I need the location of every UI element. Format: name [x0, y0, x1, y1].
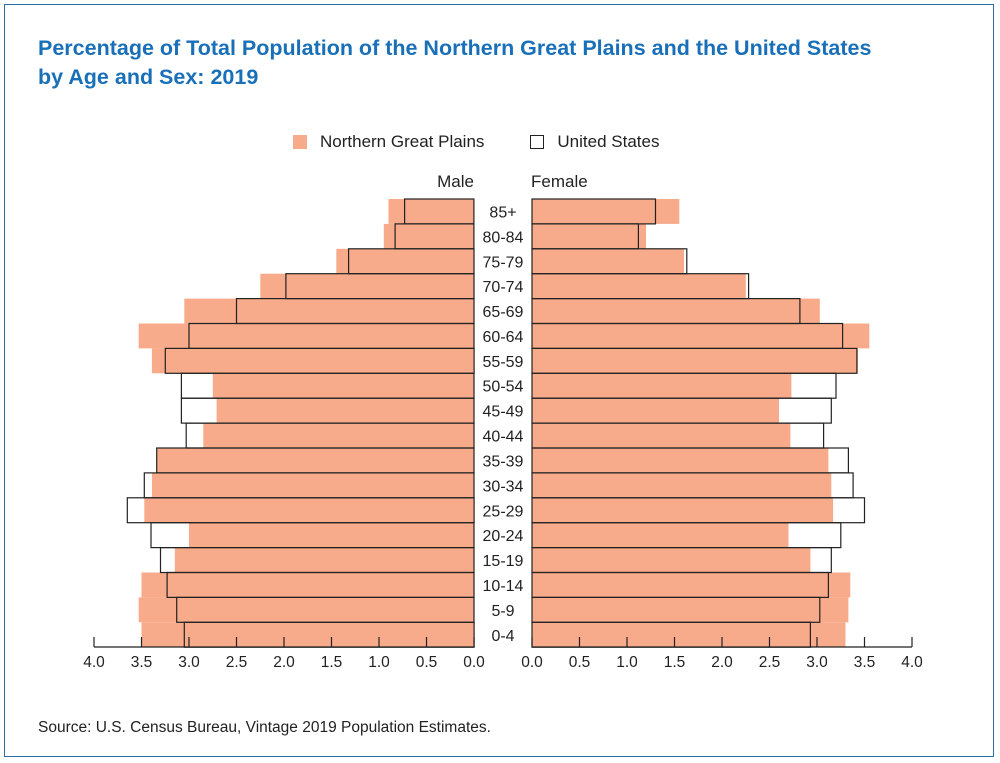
ngp-bar-female-35-39: [532, 448, 829, 473]
male-tick-label: 1.0: [368, 654, 390, 671]
age-group-label: 40-44: [483, 429, 524, 446]
age-group-label: 70-74: [483, 279, 524, 296]
male-tick-label: 1.5: [321, 654, 343, 671]
ngp-bar-female-40-44: [532, 423, 791, 448]
ngp-bar-male-30-34: [151, 472, 474, 498]
female-tick-label: 1.5: [664, 654, 686, 671]
male-tick-label: 0.0: [463, 654, 485, 671]
male-tick-label: 0.5: [416, 654, 438, 671]
us-bar-male-85+: [404, 198, 475, 225]
ngp-bar-female-0-4: [532, 622, 846, 648]
legend-label-us: United States: [557, 132, 660, 151]
ngp-bar-male-45-49: [216, 398, 474, 424]
female-label: Female: [531, 172, 588, 191]
ngp-bar-male-50-54: [212, 373, 475, 399]
age-group-label: 25-29: [483, 503, 524, 520]
female-tick-label: 3.5: [854, 654, 876, 671]
ngp-bar-male-65-69: [184, 298, 475, 324]
legend-label-ngp: Northern Great Plains: [320, 132, 485, 151]
age-group-label: 85+: [489, 204, 516, 221]
female-tick-label: 4.0: [901, 654, 923, 671]
male-tick-label: 2.5: [226, 654, 248, 671]
ngp-bar-female-65-69: [532, 298, 820, 324]
age-group-label: 65-69: [483, 304, 524, 321]
age-group-label: 50-54: [483, 379, 524, 396]
ngp-bar-female-15-19: [532, 547, 811, 573]
ngp-bar-male-75-79: [336, 248, 475, 274]
ngp-bar-female-80-84: [532, 223, 646, 249]
ngp-bar-male-0-4: [141, 622, 474, 648]
age-group-label: 5-9: [491, 603, 514, 620]
ngp-bar-male-60-64: [138, 323, 474, 349]
ngp-bar-male-15-19: [174, 547, 475, 573]
female-tick-label: 3.0: [806, 654, 828, 671]
male-tick-label: 4.0: [83, 654, 105, 671]
age-group-label: 55-59: [483, 354, 524, 371]
ngp-bar-female-50-54: [532, 373, 792, 399]
chart-title: Percentage of Total Population of the No…: [38, 36, 872, 89]
age-group-label: 30-34: [483, 478, 524, 495]
legend-item-ngp: Northern Great Plains: [293, 132, 484, 152]
female-tick-label: 2.0: [711, 654, 733, 671]
age-group-label: 60-64: [483, 329, 524, 346]
female-tick-label: 0.0: [521, 654, 543, 671]
legend-swatch-us: [530, 135, 545, 149]
ngp-bar-male-5-9: [138, 597, 474, 623]
ngp-bar-male-20-24: [189, 522, 474, 548]
us-bar-female-85+: [531, 198, 657, 225]
ngp-bar-male-70-74: [260, 273, 475, 299]
female-tick-label: 1.0: [616, 654, 638, 671]
ngp-bar-female-45-49: [532, 398, 779, 424]
ngp-bar-female-20-24: [532, 522, 789, 548]
age-group-label: 20-24: [483, 528, 524, 545]
female-tick-label: 2.5: [759, 654, 781, 671]
age-group-label: 0-4: [491, 628, 514, 645]
ngp-bar-male-10-14: [141, 572, 474, 598]
age-group-label: 35-39: [483, 453, 524, 470]
ngp-bar-female-25-29: [532, 497, 834, 523]
ngp-bar-female-85+: [532, 199, 680, 224]
male-tick-label: 3.0: [178, 654, 200, 671]
male-tick-label: 2.0: [273, 654, 295, 671]
legend: Northern Great Plains United States: [293, 131, 659, 153]
age-group-label: 15-19: [483, 553, 524, 570]
ngp-bar-male-80-84: [383, 223, 475, 249]
ngp-bar-male-35-39: [156, 448, 474, 473]
female-tick-label: 0.5: [569, 654, 591, 671]
ngp-bar-female-70-74: [532, 273, 746, 299]
age-group-label: 80-84: [483, 229, 524, 246]
ngp-bar-female-55-59: [532, 348, 858, 374]
ngp-bar-female-60-64: [532, 323, 870, 349]
legend-item-us: United States: [530, 132, 659, 152]
ngp-bar-male-40-44: [203, 423, 475, 448]
ngp-bar-male-55-59: [151, 348, 474, 374]
ngp-bar-female-75-79: [532, 248, 684, 274]
ngp-bar-female-5-9: [532, 597, 849, 623]
ngp-bar-female-10-14: [532, 572, 851, 598]
male-label: Male: [437, 172, 474, 191]
chart-frame: [4, 4, 994, 757]
source-note: Source: U.S. Census Bureau, Vintage 2019…: [38, 719, 491, 736]
age-group-label: 10-14: [483, 578, 524, 595]
age-group-label: 75-79: [483, 254, 524, 271]
ngp-bar-female-30-34: [532, 472, 832, 498]
legend-swatch-ngp: [293, 135, 307, 149]
age-group-label: 45-49: [483, 404, 524, 421]
ngp-bar-male-25-29: [144, 497, 475, 523]
ngp-bar-male-85+: [388, 199, 474, 224]
male-tick-label: 3.5: [131, 654, 153, 671]
